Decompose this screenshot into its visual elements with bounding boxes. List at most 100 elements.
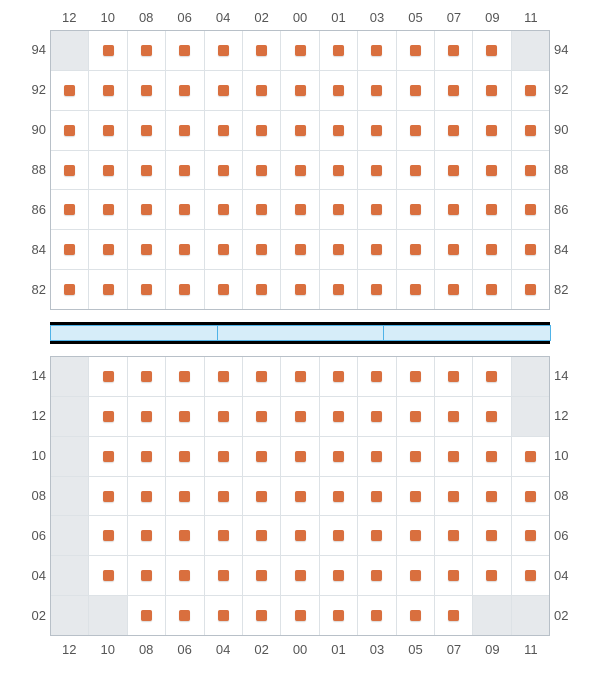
seat-cell[interactable] (320, 516, 358, 555)
seat-cell[interactable] (281, 111, 319, 150)
seat-cell[interactable] (166, 437, 204, 476)
seat-cell[interactable] (320, 111, 358, 150)
seat-cell[interactable] (397, 151, 435, 190)
seat-cell[interactable] (205, 596, 243, 635)
seat-cell[interactable] (320, 270, 358, 309)
seat-cell[interactable] (128, 556, 166, 595)
seat-cell[interactable] (281, 516, 319, 555)
seat-cell[interactable] (358, 270, 396, 309)
seat-cell[interactable] (205, 71, 243, 110)
seat-cell[interactable] (435, 516, 473, 555)
seat-cell[interactable] (89, 230, 127, 269)
seat-cell[interactable] (320, 71, 358, 110)
seat-cell[interactable] (166, 357, 204, 396)
seat-cell[interactable] (473, 230, 511, 269)
seat-cell[interactable] (320, 556, 358, 595)
seat-cell[interactable] (358, 556, 396, 595)
seat-cell[interactable] (281, 397, 319, 436)
seat-cell[interactable] (51, 230, 89, 269)
seat-cell[interactable] (397, 516, 435, 555)
seat-cell[interactable] (435, 437, 473, 476)
seat-cell[interactable] (358, 230, 396, 269)
seat-cell[interactable] (435, 556, 473, 595)
seat-cell[interactable] (128, 357, 166, 396)
seat-cell[interactable] (51, 151, 89, 190)
seat-cell[interactable] (128, 397, 166, 436)
seat-cell[interactable] (512, 190, 549, 229)
seat-cell[interactable] (51, 270, 89, 309)
seat-cell[interactable] (128, 31, 166, 70)
seat-cell[interactable] (397, 230, 435, 269)
seat-cell[interactable] (243, 151, 281, 190)
seat-cell[interactable] (128, 190, 166, 229)
seat-cell[interactable] (89, 151, 127, 190)
seat-cell[interactable] (205, 357, 243, 396)
seat-cell[interactable] (205, 230, 243, 269)
seat-cell[interactable] (397, 111, 435, 150)
seat-cell[interactable] (435, 31, 473, 70)
seat-cell[interactable] (51, 111, 89, 150)
seat-cell[interactable] (473, 270, 511, 309)
seat-cell[interactable] (89, 516, 127, 555)
seat-cell[interactable] (89, 31, 127, 70)
seat-cell[interactable] (166, 477, 204, 516)
seat-cell[interactable] (473, 397, 511, 436)
seat-cell[interactable] (128, 230, 166, 269)
seat-cell[interactable] (205, 516, 243, 555)
seat-cell[interactable] (89, 357, 127, 396)
seat-cell[interactable] (281, 437, 319, 476)
seat-cell[interactable] (435, 477, 473, 516)
seat-cell[interactable] (435, 111, 473, 150)
seat-cell[interactable] (397, 190, 435, 229)
seat-cell[interactable] (473, 357, 511, 396)
seat-cell[interactable] (435, 71, 473, 110)
seat-cell[interactable] (397, 477, 435, 516)
seat-cell[interactable] (473, 477, 511, 516)
seat-cell[interactable] (435, 190, 473, 229)
seat-cell[interactable] (51, 71, 89, 110)
seat-cell[interactable] (281, 71, 319, 110)
seat-cell[interactable] (435, 230, 473, 269)
seat-cell[interactable] (166, 230, 204, 269)
seat-cell[interactable] (166, 556, 204, 595)
seat-cell[interactable] (512, 516, 549, 555)
seat-cell[interactable] (166, 190, 204, 229)
seat-cell[interactable] (166, 270, 204, 309)
seat-cell[interactable] (435, 357, 473, 396)
seat-cell[interactable] (166, 151, 204, 190)
seat-cell[interactable] (281, 596, 319, 635)
seat-cell[interactable] (397, 31, 435, 70)
seat-cell[interactable] (512, 477, 549, 516)
seat-cell[interactable] (281, 230, 319, 269)
seat-cell[interactable] (473, 71, 511, 110)
seat-cell[interactable] (281, 31, 319, 70)
seat-cell[interactable] (205, 477, 243, 516)
seat-cell[interactable] (358, 397, 396, 436)
seat-cell[interactable] (243, 230, 281, 269)
seat-cell[interactable] (320, 230, 358, 269)
seat-cell[interactable] (435, 270, 473, 309)
seat-cell[interactable] (358, 71, 396, 110)
seat-cell[interactable] (320, 357, 358, 396)
seat-cell[interactable] (435, 397, 473, 436)
seat-cell[interactable] (473, 556, 511, 595)
seat-cell[interactable] (128, 71, 166, 110)
seat-cell[interactable] (397, 71, 435, 110)
seat-cell[interactable] (128, 151, 166, 190)
seat-cell[interactable] (51, 190, 89, 229)
seat-cell[interactable] (128, 516, 166, 555)
seat-cell[interactable] (243, 397, 281, 436)
seat-cell[interactable] (128, 111, 166, 150)
seat-cell[interactable] (243, 437, 281, 476)
seat-cell[interactable] (358, 437, 396, 476)
seat-cell[interactable] (473, 31, 511, 70)
seat-cell[interactable] (512, 556, 549, 595)
seat-cell[interactable] (358, 477, 396, 516)
seat-cell[interactable] (397, 596, 435, 635)
seat-cell[interactable] (358, 190, 396, 229)
seat-cell[interactable] (166, 31, 204, 70)
seat-cell[interactable] (89, 556, 127, 595)
seat-cell[interactable] (89, 111, 127, 150)
seat-cell[interactable] (166, 71, 204, 110)
seat-cell[interactable] (320, 397, 358, 436)
